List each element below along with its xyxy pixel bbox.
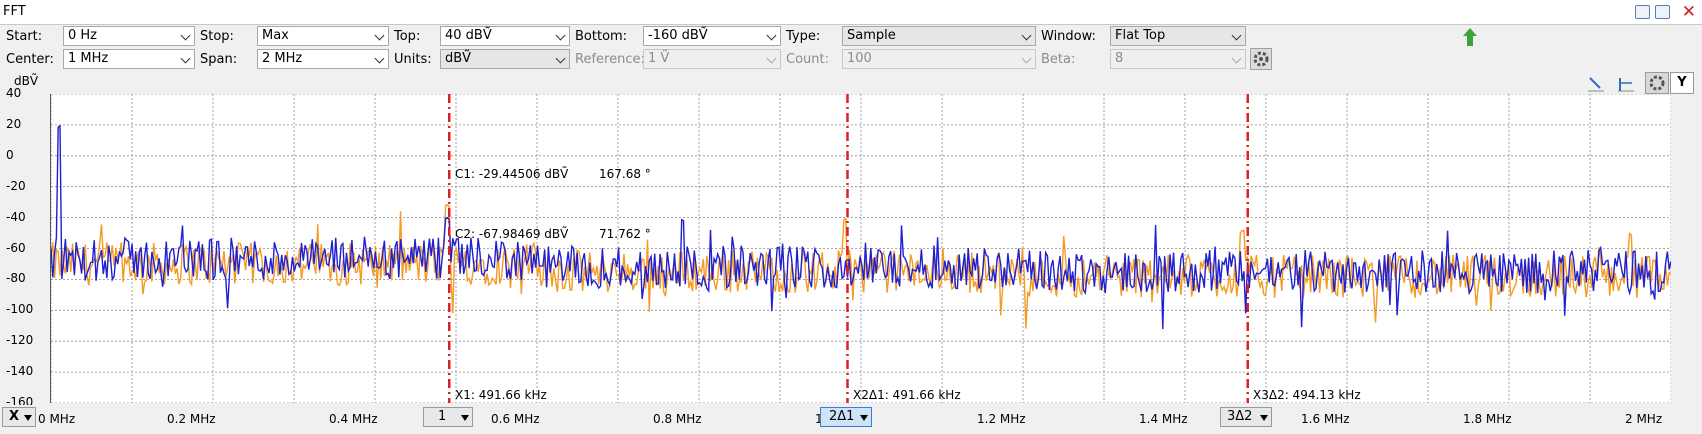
- y-tick-label: -60: [6, 240, 26, 255]
- x-tick-label: 1.8 MHz: [1463, 412, 1512, 426]
- y-tick-label: -80: [6, 271, 26, 286]
- cursor-x1-readout: X1: 491.66 kHz: [455, 388, 547, 402]
- reference-label: Reference:: [575, 52, 645, 67]
- cursor-x3-readout: X3Δ2: 494.13 kHz: [1253, 388, 1361, 402]
- center-value: 1 MHz: [68, 51, 109, 66]
- y-tick-label: -120: [6, 333, 34, 348]
- x-axis-button-label: X: [9, 409, 20, 424]
- beta-select: 8: [1110, 49, 1246, 69]
- x-tick-label: 0 MHz: [38, 412, 76, 426]
- start-select[interactable]: 0 Hz: [63, 26, 195, 46]
- title-bar: FFT ✕: [0, 0, 1702, 25]
- x-tick-label: 0.8 MHz: [653, 412, 702, 426]
- cursor-1-label: 1: [438, 409, 447, 424]
- bottom-label: Bottom:: [575, 29, 628, 44]
- cursor-c1-phase: 167.68 °: [599, 167, 651, 181]
- arrow-diagonal-icon: [1588, 77, 1604, 92]
- cursor-1-button[interactable]: 1: [423, 407, 473, 427]
- span-select[interactable]: 2 MHz: [257, 49, 389, 69]
- span-value: 2 MHz: [262, 51, 303, 66]
- stop-label: Stop:: [200, 29, 234, 44]
- x-tick-label: 1.4 MHz: [1139, 412, 1188, 426]
- center-label: Center:: [6, 52, 54, 67]
- cursor-x2-readout: X2Δ1: 491.66 kHz: [853, 388, 961, 402]
- units-value: dBṼ: [445, 51, 472, 66]
- gear-icon: [1649, 75, 1665, 91]
- y-tick-label: -20: [6, 178, 26, 193]
- y-tick-label: -100: [6, 302, 34, 317]
- series-trace-blue: [50, 124, 1672, 330]
- units-select[interactable]: dBṼ: [440, 49, 570, 69]
- dropdown-arrow-icon: [461, 415, 469, 421]
- green-up-arrow-icon[interactable]: [1463, 28, 1477, 46]
- reference-value: 1 Ṽ: [648, 51, 670, 66]
- series-trace-orange: [50, 203, 1672, 329]
- beta-label: Beta:: [1041, 52, 1076, 67]
- cursor-2-label: 2Δ1: [829, 409, 855, 424]
- span-label: Span:: [200, 52, 238, 67]
- stop-value: Max: [262, 28, 289, 43]
- fft-plot-area[interactable]: C1: -29.44506 dBṼ 167.68 ° C2: -67.98469…: [50, 93, 1672, 404]
- count-select: 100: [842, 49, 1036, 69]
- cursor-c2-phase: 71.762 °: [599, 227, 651, 241]
- settings-button[interactable]: [1250, 48, 1272, 70]
- bottom-select[interactable]: -160 dBṼ: [643, 26, 781, 46]
- x-tick-label: 1.2 MHz: [977, 412, 1026, 426]
- type-select[interactable]: Sample: [842, 26, 1036, 46]
- gear-icon: [1253, 51, 1269, 67]
- dropdown-arrow-icon: [24, 415, 32, 421]
- x-tick-label: 0.6 MHz: [491, 412, 540, 426]
- top-label: Top:: [394, 29, 421, 44]
- close-icon[interactable]: ✕: [1681, 2, 1696, 22]
- y-axis-unit: dBṼ: [14, 74, 39, 88]
- zoom-fit-button[interactable]: [1584, 72, 1608, 94]
- start-label: Start:: [6, 29, 43, 44]
- x-tick-label: 1.6 MHz: [1301, 412, 1350, 426]
- y-tick-label: -40: [6, 209, 26, 224]
- cursor-c2-readout: C2: -67.98469 dBṼ: [455, 227, 569, 241]
- type-label: Type:: [786, 29, 821, 44]
- y-axis-button[interactable]: Y: [1670, 72, 1694, 94]
- baseline-icon: [1618, 78, 1634, 92]
- window-label: Window:: [1041, 29, 1096, 44]
- y-tick-label: 20: [6, 116, 22, 131]
- y-tick-label: 40: [6, 86, 22, 100]
- start-value: 0 Hz: [68, 28, 98, 43]
- x-tick-label: 0.4 MHz: [329, 412, 378, 426]
- type-value: Sample: [847, 28, 896, 43]
- count-label: Count:: [786, 52, 829, 67]
- cursor-c1-readout: C1: -29.44506 dBṼ: [455, 167, 569, 181]
- maximize-icon[interactable]: [1655, 5, 1670, 19]
- fft-chart: [50, 93, 1672, 404]
- top-select[interactable]: 40 dBṼ: [440, 26, 570, 46]
- cursor-3-button[interactable]: 3Δ2: [1220, 407, 1272, 427]
- bottom-value: -160 dBṼ: [648, 28, 708, 43]
- top-value: 40 dBṼ: [445, 28, 492, 43]
- reference-select: 1 Ṽ: [643, 49, 781, 69]
- cursor-3-label: 3Δ2: [1227, 409, 1253, 424]
- restore-icon[interactable]: [1635, 5, 1650, 19]
- center-select[interactable]: 1 MHz: [63, 49, 195, 69]
- x-tick-label: 2 MHz: [1625, 412, 1663, 426]
- y-tick-label: 0: [6, 147, 14, 162]
- dropdown-arrow-icon: [860, 415, 868, 421]
- stop-select[interactable]: Max: [257, 26, 389, 46]
- x-axis-button[interactable]: X: [2, 407, 36, 427]
- beta-value: 8: [1115, 51, 1124, 66]
- x-tick-label: 0.2 MHz: [167, 412, 216, 426]
- baseline-button[interactable]: [1614, 72, 1638, 94]
- dropdown-arrow-icon: [1260, 415, 1268, 421]
- plot-settings-button[interactable]: [1645, 72, 1669, 94]
- cursor-2-button[interactable]: 2Δ1: [820, 407, 872, 427]
- count-value: 100: [847, 51, 872, 66]
- window-select[interactable]: Flat Top: [1110, 26, 1246, 46]
- window-value: Flat Top: [1115, 28, 1166, 43]
- window-title: FFT: [3, 4, 26, 19]
- units-label: Units:: [394, 52, 432, 67]
- y-tick-label: -140: [6, 364, 34, 379]
